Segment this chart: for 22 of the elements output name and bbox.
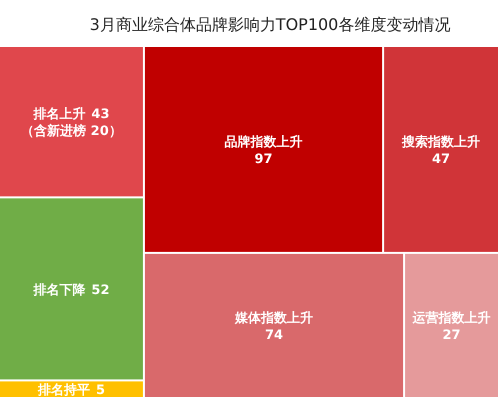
category-label: 运营指数上升: [412, 310, 491, 326]
data-label: 43: [91, 107, 110, 122]
category-label: 排名上升: [32, 106, 86, 122]
category-label: 排名持平: [36, 383, 90, 398]
cell: 排名下降 52: [0, 198, 143, 380]
category-label: 品牌指数上升: [224, 134, 303, 150]
data-label: 27: [442, 328, 461, 343]
cell: 排名上升 43 （含新进榜 20）: [0, 47, 143, 196]
data-label: 5: [96, 383, 105, 398]
data-label: 97: [254, 152, 273, 167]
cell: 排名持平 5: [0, 381, 143, 398]
data-label: 47: [432, 152, 450, 167]
cell: 运营指数上升 27: [405, 254, 498, 397]
category-label: 搜索指数上升: [401, 134, 480, 150]
cell: 媒体指数上升 74: [144, 254, 404, 397]
category-label: 排名下降: [32, 282, 86, 298]
category-label: 媒体指数上升: [234, 310, 314, 326]
cell: 品牌指数上升 97: [144, 47, 382, 252]
text: 3月商业综合体品牌影响力TOP100各维度变动情况: [90, 15, 450, 34]
data-label: 52: [91, 282, 110, 298]
data-label: 74: [264, 328, 284, 343]
cell: 搜索指数上升 47: [384, 47, 498, 252]
